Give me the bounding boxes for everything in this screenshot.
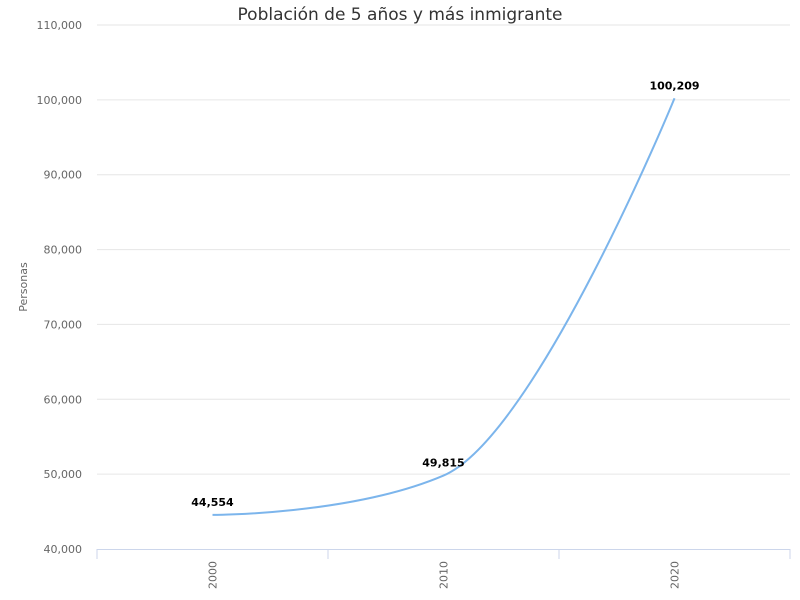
y-tick-label: 40,000 bbox=[44, 543, 83, 556]
y-axis-label: Personas bbox=[17, 262, 30, 312]
y-tick-label: 70,000 bbox=[44, 318, 83, 331]
x-tick-label: 2010 bbox=[438, 561, 451, 589]
y-tick-label: 80,000 bbox=[44, 244, 83, 257]
data-label: 44,554 bbox=[191, 496, 234, 509]
data-label: 100,209 bbox=[649, 79, 699, 92]
data-label: 49,815 bbox=[422, 457, 464, 470]
x-tick-label: 2020 bbox=[669, 561, 682, 589]
series-line bbox=[212, 97, 676, 516]
y-tick-label: 50,000 bbox=[44, 468, 83, 481]
y-tick-label: 110,000 bbox=[37, 19, 83, 32]
y-tick-label: 90,000 bbox=[44, 169, 83, 182]
y-tick-label: 100,000 bbox=[37, 94, 83, 107]
chart-title: Población de 5 años y más inmigrante bbox=[238, 5, 563, 25]
y-tick-label: 60,000 bbox=[44, 393, 83, 406]
x-tick-label: 2000 bbox=[207, 561, 220, 589]
